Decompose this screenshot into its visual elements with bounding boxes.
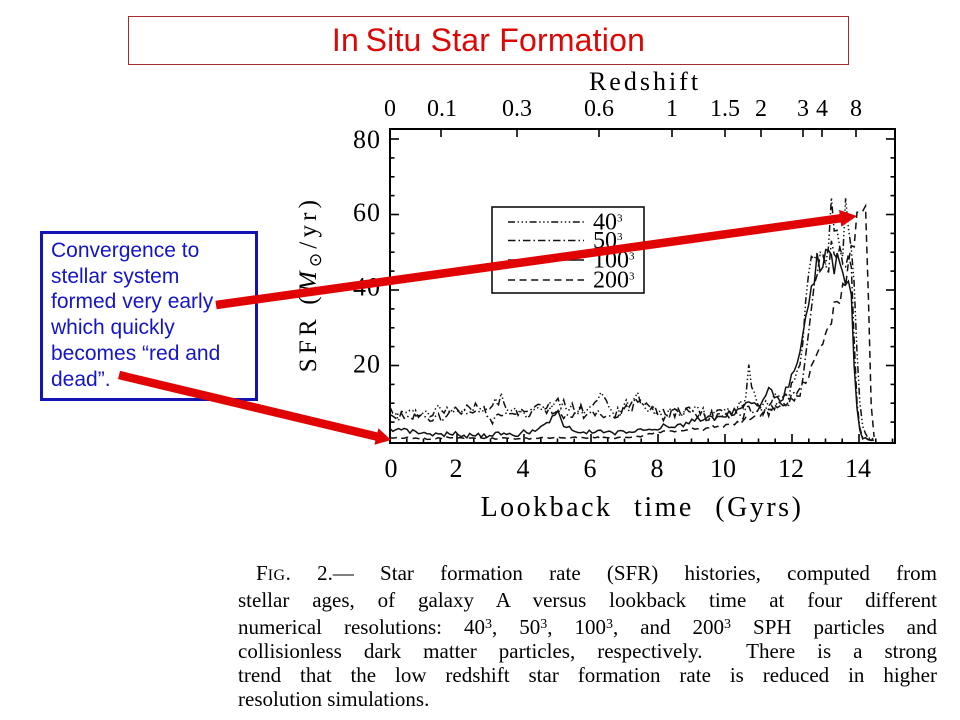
svg-text:1.5: 1.5	[710, 96, 740, 122]
svg-text:60: 60	[353, 198, 381, 227]
svg-text:2003: 2003	[593, 268, 635, 294]
svg-text:4: 4	[517, 454, 530, 483]
svg-text:6: 6	[584, 454, 597, 483]
svg-text:0.1: 0.1	[427, 96, 457, 122]
svg-text:0: 0	[385, 454, 398, 483]
svg-text:2: 2	[450, 454, 463, 483]
svg-text:1: 1	[666, 96, 678, 122]
svg-text:10: 10	[710, 454, 736, 483]
svg-text:3: 3	[797, 96, 809, 122]
svg-text:0.3: 0.3	[502, 96, 532, 122]
svg-text:8: 8	[651, 454, 664, 483]
svg-text:80: 80	[353, 125, 381, 154]
svg-text:14: 14	[845, 454, 871, 483]
svg-text:Lookback time (Gyrs): Lookback time (Gyrs)	[481, 492, 804, 523]
svg-text:4: 4	[816, 96, 828, 122]
svg-text:SFR (M⊙/yr): SFR (M⊙/yr)	[295, 196, 325, 372]
svg-text:20: 20	[353, 350, 381, 379]
svg-text:2: 2	[755, 96, 767, 122]
svg-text:0: 0	[384, 96, 396, 122]
svg-text:0.6: 0.6	[584, 96, 614, 122]
svg-text:12: 12	[778, 454, 804, 483]
svg-text:8: 8	[850, 96, 862, 122]
svg-text:Redshift: Redshift	[589, 67, 701, 96]
